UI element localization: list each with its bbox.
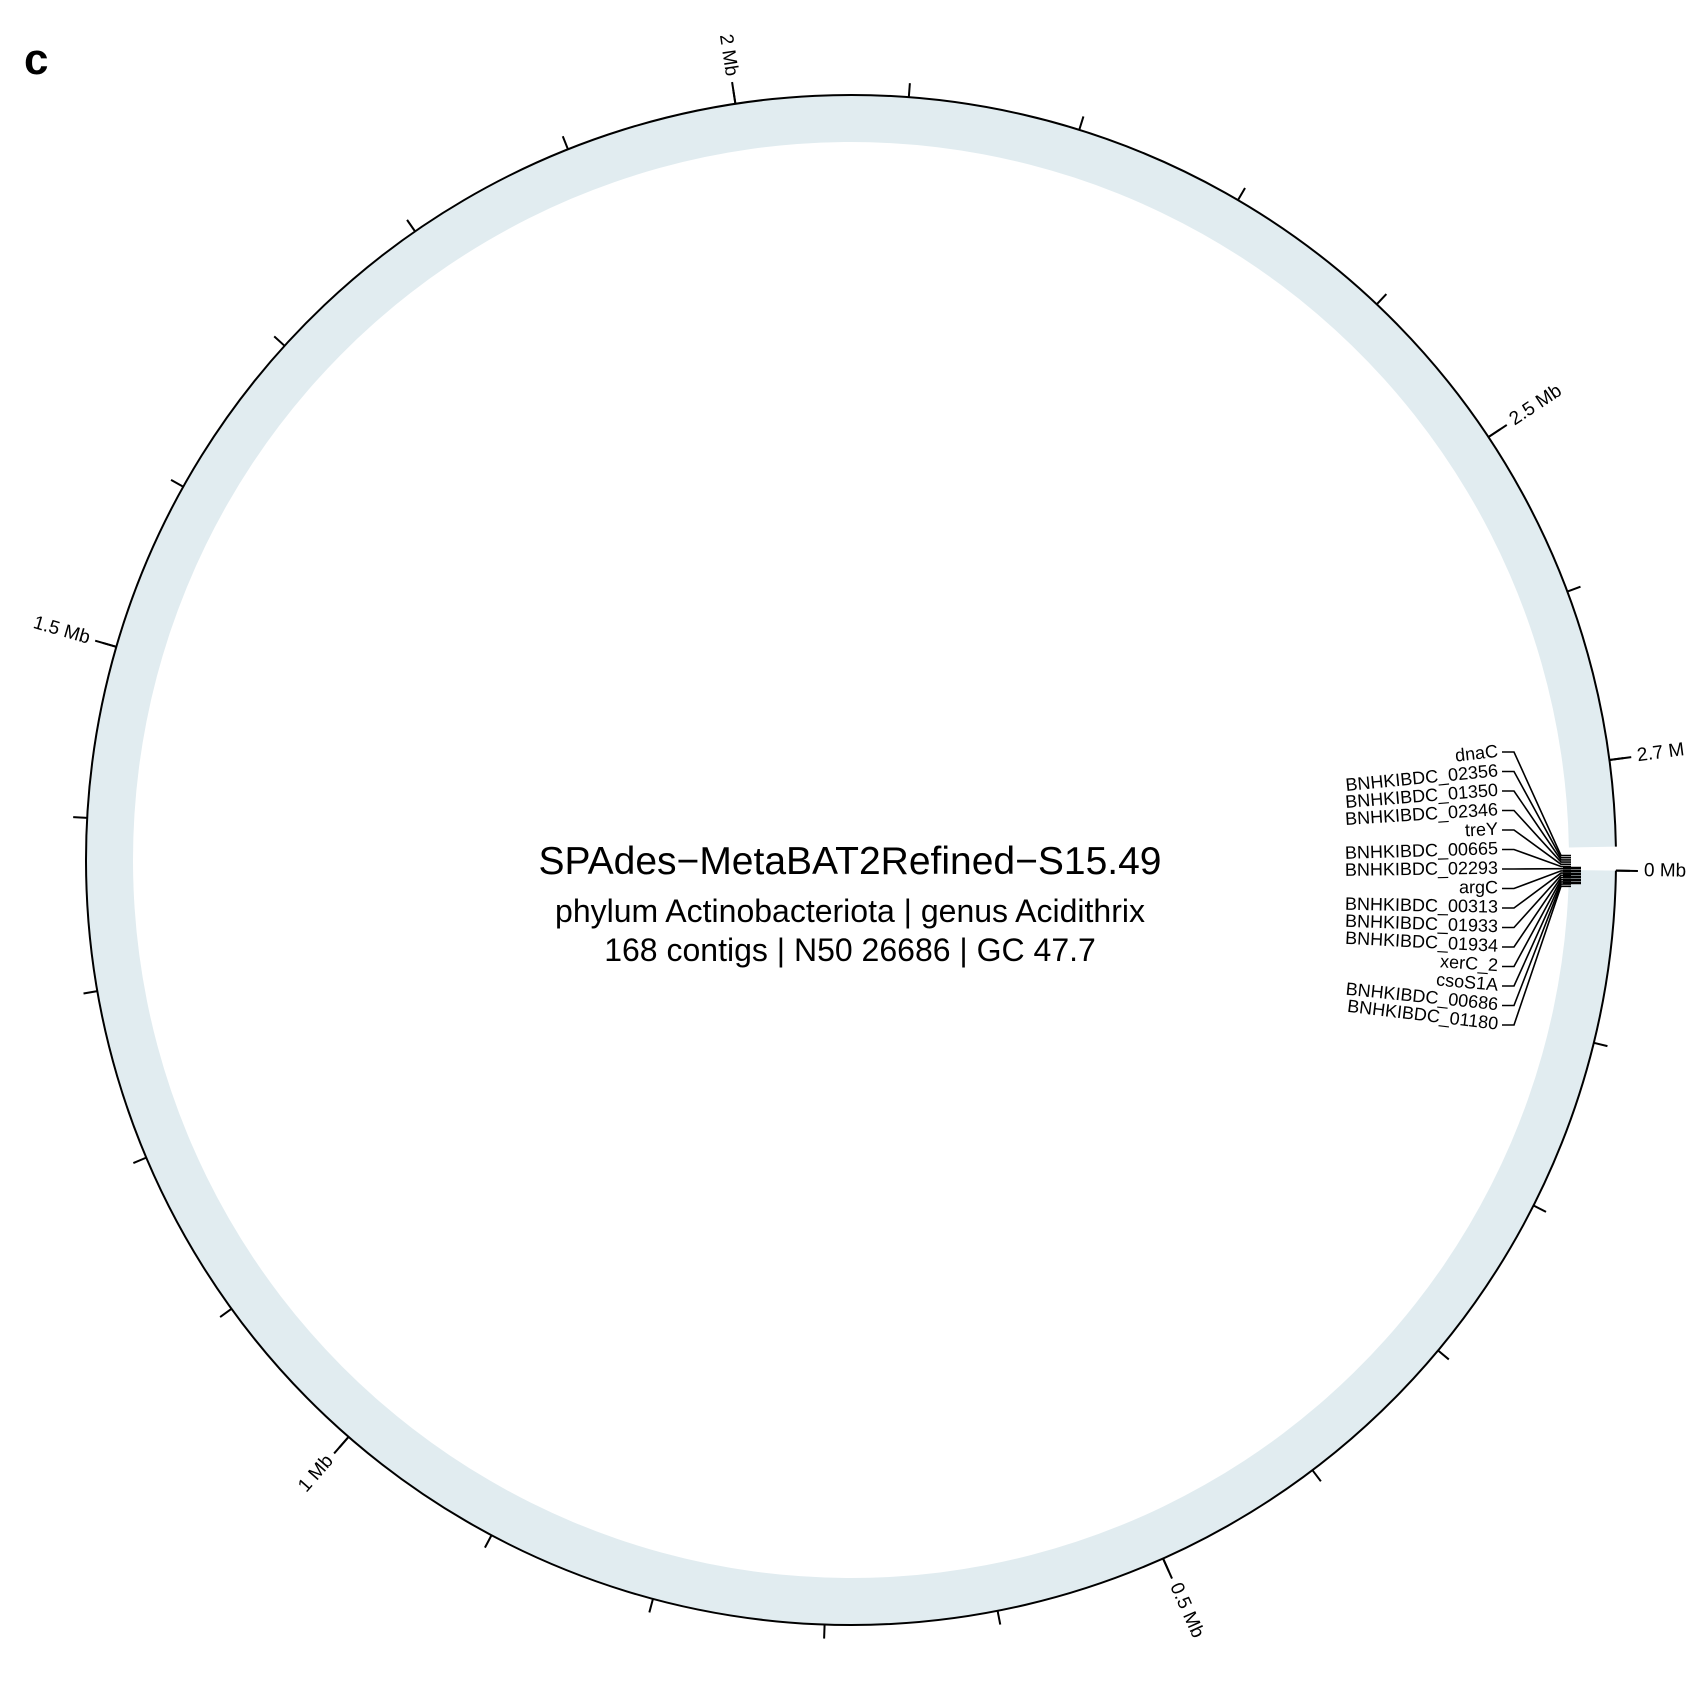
axis-tick [1594, 1043, 1608, 1046]
axis-major-tick [1163, 1558, 1172, 1578]
axis-tick [133, 1158, 146, 1163]
gene-annotations: dnaCBNHKIBDC_02356BNHKIBDC_01350BNHKIBDC… [1344, 741, 1581, 1035]
axis-tick [1377, 294, 1387, 304]
axis-tick [274, 336, 284, 345]
axis-major-tick [1609, 757, 1631, 760]
axis-tick [171, 480, 183, 487]
axis-label: 0.5 Mb [1165, 1580, 1208, 1642]
axis-tick [220, 1309, 231, 1317]
gene-label: argC [1459, 877, 1498, 897]
axis-tick [84, 991, 98, 993]
axis-tick [1438, 1350, 1449, 1359]
axis-tick [73, 817, 87, 818]
axis-label: 2 Mb [715, 33, 742, 78]
genome-title: SPAdes−MetaBAT2Refined−S15.49 [350, 840, 1350, 884]
axis-tick [1534, 1206, 1546, 1212]
axis-label: 1 Mb [294, 1451, 338, 1497]
axis-tick [1567, 587, 1580, 592]
axis-major-tick [334, 1437, 348, 1454]
axis-tick [1079, 116, 1083, 129]
axis-major-tick [95, 641, 116, 647]
genome-stats: 168 contigs | N50 26686 | GC 47.7 [350, 932, 1350, 969]
axis-labels: 0 Mb 0.5 Mb 1 Mb 1.5 Mb 2 Mb 2.5 Mb 2.7 M [31, 33, 1686, 1641]
axis-tick [649, 1599, 653, 1613]
gene-label: treY [1464, 819, 1498, 841]
axis-tick [998, 1611, 1001, 1625]
gene-leader-line [1502, 752, 1571, 856]
axis-tick [407, 220, 415, 232]
axis-tick [485, 1535, 492, 1547]
gene-leader-line [1502, 880, 1571, 967]
axis-tick [1238, 188, 1245, 200]
axis-label: 0 Mb [1644, 860, 1687, 882]
axis-major-tick [732, 82, 735, 104]
axis-tick [563, 136, 568, 149]
gene-leader-line [1502, 772, 1571, 858]
axis-label: 2.5 Mb [1506, 380, 1566, 430]
axis-label: 1.5 Mb [31, 612, 93, 648]
axis-major-tick [1488, 425, 1506, 437]
axis-tick [1312, 1470, 1320, 1481]
panel-label: c [24, 38, 48, 82]
axis-label: 2.7 M [1636, 739, 1686, 766]
genome-taxonomy: phylum Actinobacteriota | genus Acidithr… [350, 893, 1350, 930]
axis-tick [909, 83, 910, 97]
